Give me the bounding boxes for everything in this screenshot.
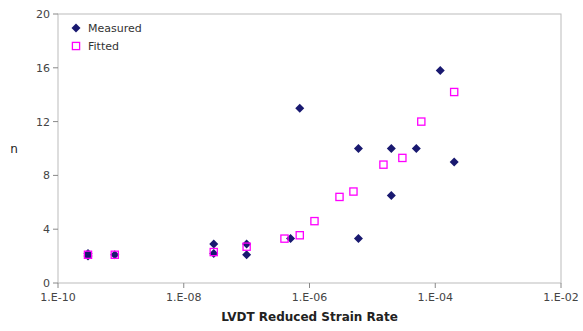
data-points	[83, 66, 458, 261]
y-tick	[53, 14, 58, 15]
y-tick-label: 0	[43, 277, 50, 290]
point	[451, 88, 458, 95]
y-tick-label: 20	[36, 8, 50, 21]
x-tick	[58, 283, 59, 288]
y-axis-title: n	[10, 142, 18, 156]
legend-marker	[72, 24, 81, 33]
x-axis: 1.E-10 1.E-08 1.E-06 1.E-04 1.E-02	[40, 283, 578, 304]
x-tick	[435, 283, 436, 288]
legend-marker	[72, 42, 79, 49]
point	[399, 154, 406, 161]
y-tick	[53, 175, 58, 176]
y-tick-label: 16	[36, 62, 50, 75]
point	[450, 157, 459, 166]
y-tick-label: 4	[43, 223, 50, 236]
point	[436, 66, 445, 75]
y-tick-label: 12	[36, 116, 50, 129]
x-tick-label: 1.E-04	[418, 291, 453, 304]
y-tick	[53, 67, 58, 68]
x-tick-label: 1.E-06	[292, 291, 327, 304]
x-tick-label: 1.E-10	[40, 291, 75, 304]
chart: 1.E-10 1.E-08 1.E-06 1.E-04 1.E-02 0 4 8 12 16 20 L…	[0, 0, 583, 331]
plot-frame	[58, 14, 561, 283]
point	[387, 144, 396, 153]
point	[296, 232, 303, 239]
point	[354, 234, 363, 243]
legend-label: Fitted	[88, 40, 119, 53]
point	[412, 144, 421, 153]
y-axis: 0 4 8 12 16 20	[36, 8, 58, 290]
x-axis-title: LVDT Reduced Strain Rate	[221, 310, 398, 324]
point	[209, 249, 218, 258]
point	[418, 118, 425, 125]
y-tick-label: 8	[43, 169, 50, 182]
point	[387, 191, 396, 200]
point	[242, 250, 251, 259]
point	[110, 250, 119, 259]
point	[281, 235, 288, 242]
series-0	[83, 66, 458, 261]
point	[243, 243, 250, 250]
legend: Measured Fitted	[72, 22, 142, 53]
point	[210, 248, 217, 255]
point	[84, 251, 91, 258]
series-1	[84, 88, 457, 258]
x-tick	[183, 283, 184, 288]
x-tick-label: 1.E-08	[166, 291, 201, 304]
point	[380, 161, 387, 168]
point	[111, 251, 118, 258]
point	[354, 144, 363, 153]
y-tick	[53, 229, 58, 230]
point	[311, 218, 318, 225]
point	[83, 249, 92, 258]
legend-label: Measured	[88, 22, 142, 35]
point	[295, 104, 304, 113]
x-tick	[309, 283, 310, 288]
point	[350, 188, 357, 195]
x-tick	[561, 283, 562, 288]
point	[209, 239, 218, 248]
x-tick-label: 1.E-02	[543, 291, 578, 304]
y-tick	[53, 121, 58, 122]
point	[336, 193, 343, 200]
y-tick	[53, 283, 58, 284]
